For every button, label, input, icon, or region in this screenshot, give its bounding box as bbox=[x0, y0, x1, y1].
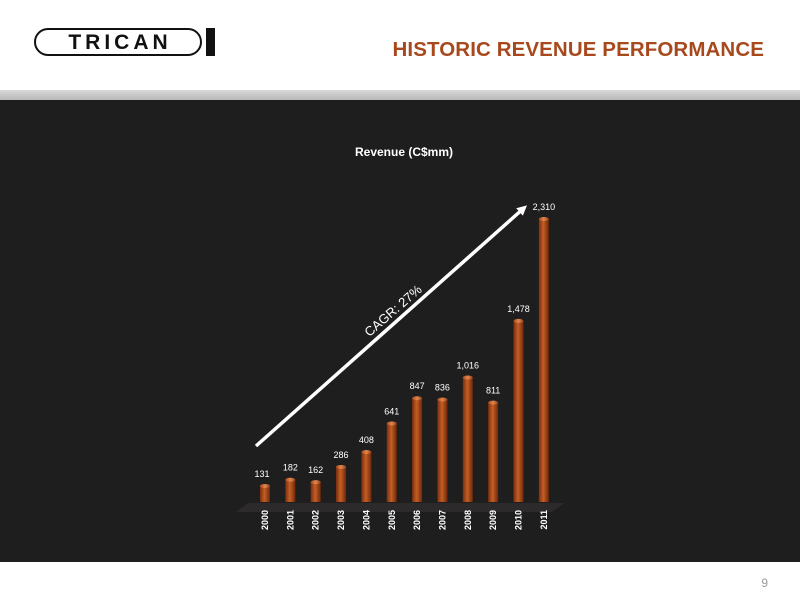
data-label-2007: 836 bbox=[435, 383, 450, 393]
x-tick-2000: 2000 bbox=[260, 510, 270, 530]
x-tick-2011: 2011 bbox=[539, 510, 549, 530]
bar-2000 bbox=[260, 485, 270, 502]
data-label-2001: 182 bbox=[283, 463, 298, 473]
data-label-2002: 162 bbox=[308, 465, 323, 475]
bar-cap-2005 bbox=[386, 421, 397, 426]
x-tick-2004: 2004 bbox=[361, 510, 371, 530]
x-tick-2008: 2008 bbox=[463, 510, 473, 530]
bar-cap-2004 bbox=[361, 450, 372, 455]
x-tick-2009: 2009 bbox=[488, 510, 498, 530]
bar-cap-2006 bbox=[412, 396, 423, 401]
page-title: HISTORIC REVENUE PERFORMANCE bbox=[392, 38, 764, 61]
x-tick-2003: 2003 bbox=[336, 510, 346, 530]
bar-2010 bbox=[513, 320, 524, 502]
bar-2004 bbox=[361, 452, 372, 502]
revenue-bar-chart: Revenue (C$mm) CAGR: 27% 131 2000 182 2001 1… bbox=[236, 145, 564, 530]
bar-cap-2000 bbox=[260, 483, 270, 488]
cagr-arrow bbox=[254, 205, 527, 448]
x-tick-2001: 2001 bbox=[285, 510, 295, 530]
bar-cap-2002 bbox=[310, 480, 321, 485]
data-label-2006: 847 bbox=[410, 381, 425, 391]
bar-2001 bbox=[285, 479, 296, 502]
bar-2006 bbox=[412, 398, 423, 502]
data-label-2003: 286 bbox=[334, 450, 349, 460]
bar-cap-2003 bbox=[336, 464, 347, 469]
data-label-2004: 408 bbox=[359, 435, 374, 445]
bar-2003 bbox=[336, 466, 347, 502]
bar-2011 bbox=[538, 219, 549, 502]
data-label-2010: 1,478 bbox=[507, 304, 530, 314]
chart-title: Revenue (C$mm) bbox=[355, 145, 453, 159]
header-band bbox=[0, 90, 800, 100]
bar-cap-2009 bbox=[488, 400, 499, 405]
x-tick-2006: 2006 bbox=[412, 510, 422, 530]
bar-2007 bbox=[437, 399, 448, 502]
bar-cap-2011 bbox=[538, 217, 549, 221]
cagr-annotation: CAGR: 27% bbox=[361, 281, 425, 339]
x-tick-2002: 2002 bbox=[311, 510, 321, 530]
x-tick-2005: 2005 bbox=[387, 510, 397, 530]
data-label-2011: 2,310 bbox=[533, 202, 556, 212]
x-tick-2007: 2007 bbox=[437, 510, 447, 530]
chart-panel: Revenue (C$mm) CAGR: 27% 131 2000 182 2001 1… bbox=[0, 100, 800, 562]
bar-cap-2010 bbox=[513, 318, 524, 323]
bar-cap-2007 bbox=[437, 397, 448, 402]
logo-text: TRICAN bbox=[68, 31, 171, 54]
bar-2008 bbox=[462, 377, 473, 502]
bar-2005 bbox=[386, 423, 397, 502]
bar-cap-2001 bbox=[285, 477, 296, 482]
data-label-2000: 131 bbox=[254, 469, 269, 479]
bar-2009 bbox=[488, 402, 499, 502]
page-number: 9 bbox=[761, 576, 768, 590]
header: TRICAN HISTORIC REVENUE PERFORMANCE bbox=[0, 0, 800, 90]
bar-2002 bbox=[310, 482, 321, 502]
data-label-2008: 1,016 bbox=[457, 361, 480, 371]
trican-logo: TRICAN bbox=[34, 27, 218, 57]
chart-floor bbox=[236, 503, 564, 512]
data-label-2005: 641 bbox=[384, 406, 399, 416]
x-tick-2010: 2010 bbox=[514, 510, 524, 530]
bar-cap-2008 bbox=[462, 375, 473, 380]
data-label-2009: 811 bbox=[486, 386, 500, 396]
